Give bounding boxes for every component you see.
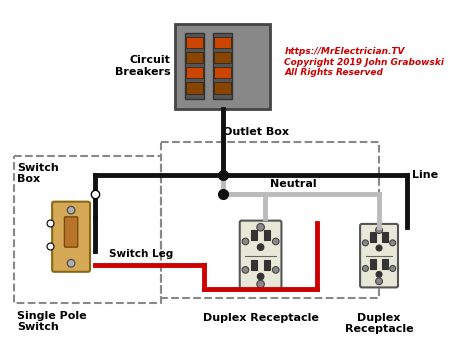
Circle shape <box>363 266 368 272</box>
FancyBboxPatch shape <box>383 260 388 269</box>
Circle shape <box>67 260 75 267</box>
Circle shape <box>375 278 383 285</box>
FancyBboxPatch shape <box>214 37 231 48</box>
Ellipse shape <box>257 244 264 251</box>
FancyBboxPatch shape <box>383 232 388 242</box>
Ellipse shape <box>257 273 264 280</box>
FancyBboxPatch shape <box>214 67 231 78</box>
Text: Circuit
Breakers: Circuit Breakers <box>115 55 171 77</box>
Circle shape <box>390 266 396 272</box>
Circle shape <box>67 206 75 214</box>
FancyBboxPatch shape <box>186 52 203 63</box>
FancyBboxPatch shape <box>251 260 257 271</box>
FancyBboxPatch shape <box>371 260 376 269</box>
Text: Line: Line <box>412 170 438 180</box>
Circle shape <box>273 238 279 245</box>
FancyBboxPatch shape <box>214 82 231 94</box>
FancyBboxPatch shape <box>186 37 203 48</box>
Ellipse shape <box>376 245 382 251</box>
Text: Duplex
Receptacle: Duplex Receptacle <box>345 312 413 334</box>
Circle shape <box>390 240 396 246</box>
FancyBboxPatch shape <box>186 67 203 78</box>
Circle shape <box>363 240 368 246</box>
FancyBboxPatch shape <box>186 82 203 94</box>
FancyBboxPatch shape <box>360 224 398 288</box>
Circle shape <box>375 227 383 234</box>
FancyBboxPatch shape <box>185 33 204 99</box>
FancyBboxPatch shape <box>175 23 270 109</box>
FancyBboxPatch shape <box>251 230 257 240</box>
Circle shape <box>242 238 249 245</box>
FancyBboxPatch shape <box>64 217 78 247</box>
FancyBboxPatch shape <box>264 230 270 240</box>
FancyBboxPatch shape <box>213 33 232 99</box>
Circle shape <box>242 267 249 273</box>
Text: Switch Leg: Switch Leg <box>109 249 173 259</box>
Text: https://MrElectrician.TV
Copyright 2019 John Grabowski
All Rights Reserved: https://MrElectrician.TV Copyright 2019 … <box>284 47 444 77</box>
Text: Single Pole
Switch: Single Pole Switch <box>17 311 87 332</box>
Circle shape <box>257 223 264 231</box>
FancyBboxPatch shape <box>264 260 270 271</box>
Text: Neutral: Neutral <box>271 179 317 189</box>
FancyBboxPatch shape <box>240 220 282 291</box>
FancyBboxPatch shape <box>214 52 231 63</box>
Circle shape <box>273 267 279 273</box>
Ellipse shape <box>376 272 382 277</box>
FancyBboxPatch shape <box>52 202 90 272</box>
FancyBboxPatch shape <box>371 232 376 242</box>
Text: Duplex Receptacle: Duplex Receptacle <box>203 312 319 323</box>
Text: Outlet Box: Outlet Box <box>223 127 289 137</box>
Text: Switch
Box: Switch Box <box>17 163 59 184</box>
Circle shape <box>257 280 264 288</box>
